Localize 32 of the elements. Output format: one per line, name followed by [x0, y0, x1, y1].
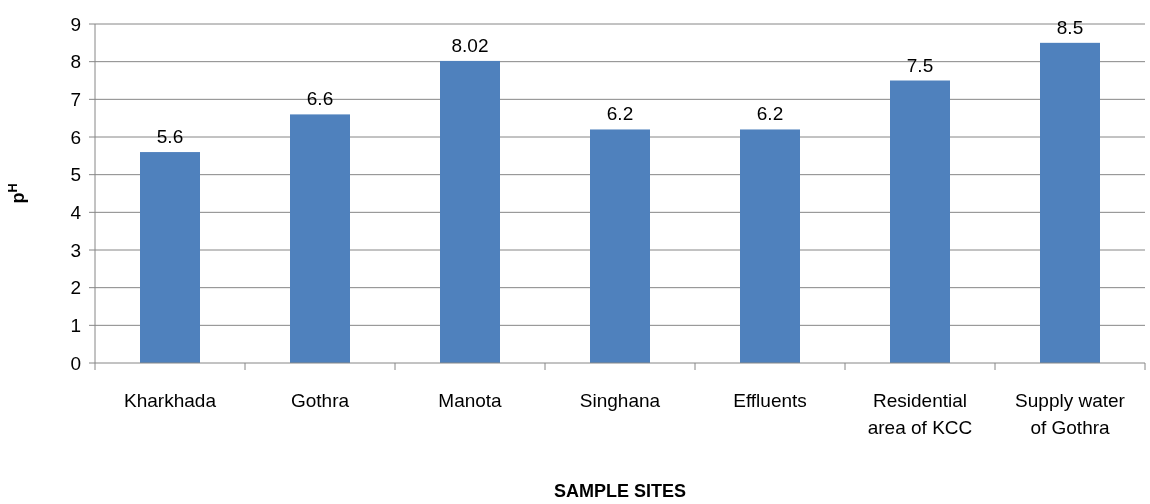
bar [440, 60, 500, 363]
y-tick-label: 5 [70, 164, 81, 186]
x-axis-title: SAMPLE SITES [553, 481, 687, 501]
y-tick-label: 1 [70, 314, 81, 336]
x-tick-label: Residential area of KCC [867, 390, 973, 438]
bar [140, 152, 200, 363]
y-tick-label: 7 [70, 88, 81, 110]
data-label: 5.6 [156, 126, 184, 148]
y-tick-label: 0 [70, 352, 81, 374]
y-tick-label: 3 [70, 239, 81, 261]
data-label: 8.02 [451, 34, 489, 56]
y-tick-label: 9 [70, 13, 81, 35]
data-label: 6.2 [756, 103, 784, 125]
bar [290, 114, 350, 363]
y-tick-label: 8 [70, 51, 81, 73]
x-tick-label: Effluents [733, 390, 807, 411]
x-tick-label: Gothra [290, 390, 350, 411]
x-tick-label: Supply water of Gothra [1015, 390, 1126, 438]
bar [1040, 42, 1100, 363]
y-tick-label: 4 [70, 201, 82, 223]
y-tick-label: 6 [70, 126, 81, 148]
y-tick-label: 2 [70, 277, 81, 299]
x-tick-label: Singhana [579, 390, 661, 411]
data-label: 8.5 [1056, 16, 1084, 38]
data-label: 6.2 [606, 103, 634, 125]
x-tick-label: Manota [438, 390, 503, 411]
x-tick-label: Kharkhada [124, 390, 217, 411]
data-label: 6.6 [306, 88, 334, 110]
bar [740, 129, 800, 363]
bar [590, 129, 650, 363]
data-label: 7.5 [906, 54, 934, 76]
bar [890, 80, 950, 363]
